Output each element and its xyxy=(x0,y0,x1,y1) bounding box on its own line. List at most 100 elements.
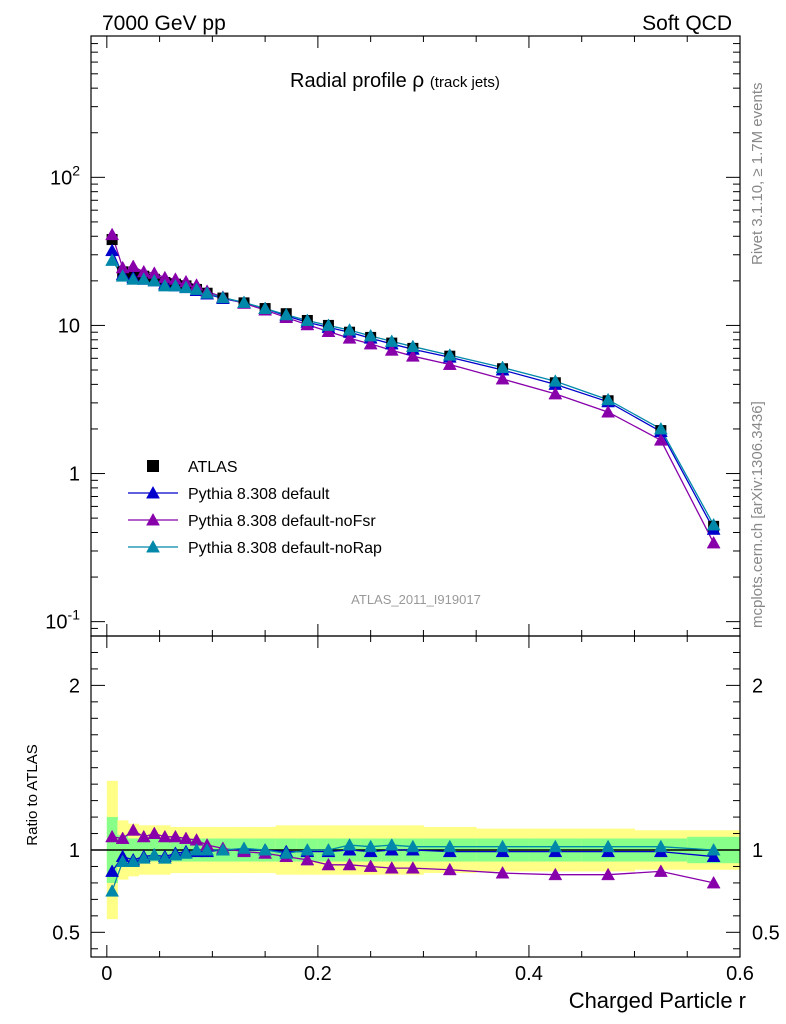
mc-data-point xyxy=(300,313,315,326)
ratio-y-tick-label: 2 xyxy=(69,675,80,697)
ratio-data-point xyxy=(405,839,420,853)
ratio-data-point xyxy=(363,859,378,872)
header-category-label: Soft QCD xyxy=(642,12,732,35)
legend-label: Pythia 8.308 default-noFsr xyxy=(188,513,376,530)
legend-marker xyxy=(146,512,160,526)
ratio-frame xyxy=(90,635,741,958)
ratio-data-point xyxy=(105,829,120,843)
ratio-data-point xyxy=(105,864,120,877)
rivet-version-label: Rivet 3.1.10, ≥ 1.7M events xyxy=(749,83,766,266)
main-axes: 10-1 1 10 102 xyxy=(45,35,741,637)
ratio-data-point xyxy=(168,847,183,861)
mc-data-point xyxy=(384,334,399,347)
mc-data-point xyxy=(258,301,273,315)
mc-data-point xyxy=(342,331,357,344)
ratio-data-point xyxy=(601,839,616,853)
mc-data-point xyxy=(126,272,141,285)
mc-data-point xyxy=(237,295,251,308)
mc-data-point xyxy=(363,336,378,350)
main-title: Radial profile ρ (track jets) xyxy=(290,69,500,92)
ratio-data-point xyxy=(706,875,721,889)
ratio-data-point xyxy=(342,838,357,851)
ratio-data-point xyxy=(653,864,668,877)
ratio-data-point xyxy=(179,831,193,844)
ratio-data-point xyxy=(706,842,721,856)
ratio-data-point xyxy=(168,829,183,843)
mc-data-point xyxy=(342,323,357,336)
x-axis-label: Charged Particle r xyxy=(569,988,746,1013)
x-tick-label: 0.2 xyxy=(304,963,332,985)
ratio-data-point xyxy=(706,849,721,863)
ratio-data-point xyxy=(300,852,315,866)
ratio-data-point xyxy=(147,847,162,861)
mc-data-point xyxy=(200,286,215,299)
ratio-data-point xyxy=(442,839,457,853)
x-tick-label: 0.4 xyxy=(515,963,543,985)
mc-data-point xyxy=(442,357,457,370)
ratio-y-tick-label: 0.5 xyxy=(52,922,80,944)
legend-label: Pythia 8.308 default xyxy=(188,486,330,503)
x-tick-label: 0 xyxy=(101,963,112,985)
main-y-tick-label: 102 xyxy=(50,162,80,189)
ratio-data-point xyxy=(200,842,215,856)
mc-data-point xyxy=(147,273,162,287)
main-y-tick-label: 1 xyxy=(69,464,80,486)
mc-data-point xyxy=(601,392,616,406)
mc-data-point xyxy=(279,307,294,321)
legend-marker xyxy=(146,485,160,499)
ratio-data-point xyxy=(321,857,336,871)
ratio-axes: 0.5 0.5 1 1 2 2 0 0.2 0.4 0.6 xyxy=(52,635,780,985)
ratio-data-point xyxy=(147,826,162,839)
mc-data-point xyxy=(215,290,230,304)
main-y-tick-label: 10 xyxy=(58,315,80,337)
mc-data-point xyxy=(136,272,151,285)
ratio-data-point xyxy=(442,862,457,876)
mc-data-point xyxy=(105,227,120,241)
ratio-data-point xyxy=(495,839,510,853)
analysis-id-label: ATLAS_2011_I919017 xyxy=(351,592,481,607)
mc-data-point xyxy=(495,371,510,385)
ratio-data-point xyxy=(157,851,172,864)
title-suffix: (track jets) xyxy=(430,74,500,91)
ratio-data-point xyxy=(157,829,172,843)
mc-data-point xyxy=(384,343,399,356)
mc-data-point xyxy=(405,349,420,362)
ratio-data-point xyxy=(126,854,141,867)
ratio-data-point xyxy=(279,846,294,859)
legend-label: ATLAS xyxy=(188,459,238,476)
main-y-tick-label: 10-1 xyxy=(45,607,80,634)
ratio-data-point xyxy=(115,831,130,844)
title-main: Radial profile xyxy=(290,70,407,92)
mc-data-point xyxy=(189,282,204,295)
ratio-markers-1 xyxy=(105,823,721,889)
mc-data-point xyxy=(405,339,420,353)
mc-data-point xyxy=(126,259,141,272)
ratio-markers-2 xyxy=(105,838,721,897)
mc-data-point xyxy=(548,374,563,387)
ratio-data-point xyxy=(653,839,668,853)
mc-data-point xyxy=(653,433,668,446)
mc-data-point xyxy=(115,269,130,282)
ratio-data-point xyxy=(126,823,141,836)
ratio-data-point xyxy=(548,839,563,853)
ratio-data-point xyxy=(321,842,336,856)
ratio-data-point xyxy=(495,866,510,879)
ratio-data-point xyxy=(237,841,251,854)
ratio-y-tick-label-right: 0.5 xyxy=(752,922,780,944)
header-energy-label: 7000 GeV pp xyxy=(102,12,226,35)
series-markers-3 xyxy=(105,253,721,531)
mc-data-point xyxy=(168,278,183,292)
ratio-data-point xyxy=(136,851,151,864)
mc-data-point xyxy=(321,318,336,331)
ratio-data-point xyxy=(189,842,204,856)
ratio-y-tick-label-right: 1 xyxy=(752,840,763,862)
legend-marker xyxy=(146,539,160,553)
ratio-series-layer xyxy=(105,823,721,897)
mc-data-point xyxy=(706,535,721,549)
mc-data-point xyxy=(105,253,120,266)
ratio-data-point xyxy=(384,861,399,874)
ratio-data-point xyxy=(384,838,399,851)
mc-data-point xyxy=(495,360,510,373)
mc-data-point xyxy=(706,517,721,531)
ratio-data-point xyxy=(105,884,120,897)
